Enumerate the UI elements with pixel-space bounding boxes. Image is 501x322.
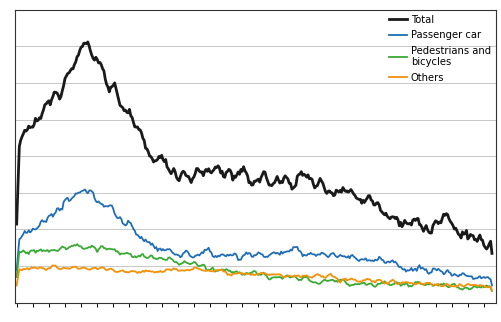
Others — [92, 266, 98, 270]
Pedestrians and
bicycles — [247, 271, 254, 275]
Passenger car — [82, 188, 88, 192]
Total — [85, 40, 91, 44]
Passenger car — [439, 270, 445, 274]
Total — [247, 180, 254, 184]
Others — [14, 284, 20, 288]
Pedestrians and
bicycles — [92, 245, 98, 249]
Others — [489, 289, 495, 292]
Others — [247, 273, 254, 277]
Pedestrians and
bicycles — [489, 289, 495, 293]
Passenger car — [14, 268, 20, 272]
Pedestrians and
bicycles — [277, 275, 283, 279]
Total — [277, 181, 283, 185]
Legend: Total, Passenger car, Pedestrians and
bicycles, Others: Total, Passenger car, Pedestrians and bi… — [386, 12, 494, 86]
Total — [125, 111, 131, 115]
Line: Total: Total — [17, 42, 492, 253]
Total — [489, 251, 495, 255]
Passenger car — [277, 253, 283, 257]
Others — [439, 284, 445, 288]
Passenger car — [50, 215, 56, 219]
Total — [14, 222, 20, 226]
Pedestrians and
bicycles — [125, 251, 131, 255]
Others — [277, 272, 283, 276]
Total — [92, 58, 98, 62]
Total — [50, 95, 56, 99]
Passenger car — [125, 219, 131, 223]
Others — [125, 270, 131, 274]
Passenger car — [489, 283, 495, 287]
Pedestrians and
bicycles — [50, 248, 56, 252]
Total — [439, 216, 445, 220]
Pedestrians and
bicycles — [439, 283, 445, 287]
Others — [51, 264, 57, 268]
Passenger car — [92, 196, 98, 200]
Line: Pedestrians and
bicycles: Pedestrians and bicycles — [17, 244, 492, 291]
Line: Others: Others — [17, 265, 492, 290]
Line: Passenger car: Passenger car — [17, 190, 492, 285]
Passenger car — [247, 251, 254, 255]
Others — [50, 263, 56, 267]
Pedestrians and
bicycles — [14, 275, 20, 279]
Pedestrians and
bicycles — [74, 242, 80, 246]
